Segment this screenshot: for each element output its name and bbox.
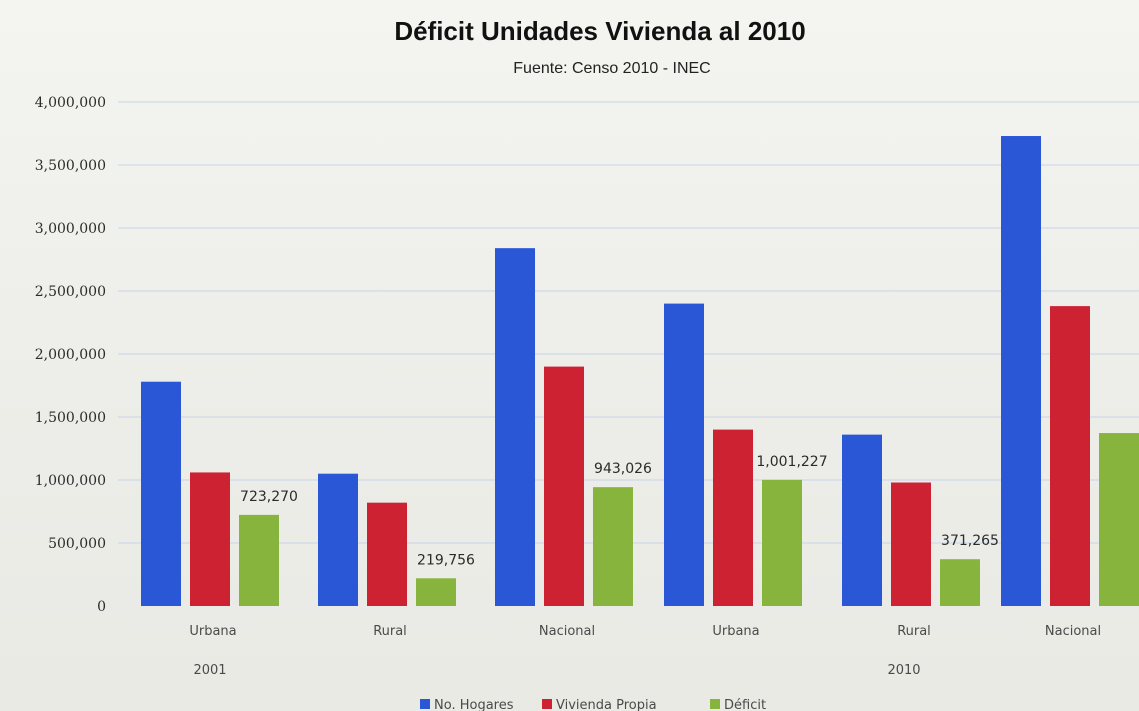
bar-no-hogares-5 (1001, 136, 1041, 606)
group-label-0: 2001 (193, 663, 226, 678)
y-tick-label-7: 3,500,000 (35, 158, 106, 174)
bar-no-hogares-2 (495, 248, 535, 606)
chart-title: Déficit Unidades Vivienda al 2010 (394, 16, 805, 46)
bars (141, 136, 1139, 606)
data-label-3: 1,001,227 (756, 454, 827, 470)
bar-vivienda-propia-0 (190, 472, 230, 606)
data-label-4: 371,265 (941, 533, 999, 549)
x-tick-label-5: Nacional (1045, 624, 1101, 639)
bar-d-ficit-4 (940, 559, 980, 606)
x-axis-group-labels: 2001 2010 (193, 663, 920, 678)
bar-d-ficit-1 (416, 578, 456, 606)
y-tick-label-5: 2,500,000 (35, 284, 106, 300)
x-tick-label-3: Urbana (712, 624, 759, 639)
bar-vivienda-propia-2 (544, 366, 584, 606)
data-label-5: 1,372,49 (1138, 407, 1139, 423)
legend-label-0: No. Hogares (434, 698, 514, 711)
bar-d-ficit-0 (239, 514, 279, 606)
bar-vivienda-propia-5 (1050, 306, 1090, 606)
data-label-0: 723,270 (240, 489, 298, 505)
x-tick-label-2: Nacional (539, 624, 595, 639)
bar-vivienda-propia-4 (891, 482, 931, 606)
bar-no-hogares-1 (318, 473, 358, 606)
y-tick-label-1: 500,000 (48, 536, 106, 552)
y-tick-label-8: 4,000,000 (35, 95, 106, 111)
chart-subtitle: Fuente: Censo 2010 - INEC (513, 60, 710, 77)
y-tick-label-3: 1,500,000 (35, 410, 106, 426)
x-axis-tick-labels: Urbana Rural Nacional Urbana Rural Nacional (189, 624, 1101, 639)
bar-vivienda-propia-3 (713, 429, 753, 606)
bar-vivienda-propia-1 (367, 502, 407, 606)
x-tick-label-0: Urbana (189, 624, 236, 639)
legend-label-1: Vivienda Propia (556, 698, 657, 711)
legend: No. Hogares Vivienda Propia Déficit (420, 698, 766, 711)
y-tick-label-0: 0 (97, 599, 106, 615)
bar-d-ficit-2 (593, 487, 633, 606)
y-tick-label-4: 2,000,000 (35, 347, 106, 363)
bar-no-hogares-0 (141, 381, 181, 606)
legend-label-2: Déficit (724, 698, 766, 711)
y-axis-tick-labels: 0 500,000 1,000,000 1,500,000 2,000,000 2,500… (35, 95, 106, 615)
data-label-1: 219,756 (417, 552, 475, 568)
bar-d-ficit-3 (762, 479, 802, 606)
bar-no-hogares-4 (842, 434, 882, 606)
y-tick-label-2: 1,000,000 (35, 473, 106, 489)
data-labels: 723,270 219,756 943,026 1,001,227 371,265 1,3… (240, 407, 1139, 568)
legend-swatch-1 (542, 699, 552, 709)
data-label-2: 943,026 (594, 461, 652, 477)
gridlines (118, 101, 1139, 544)
group-label-1: 2010 (887, 663, 920, 678)
legend-swatch-2 (710, 699, 720, 709)
y-tick-label-6: 3,000,000 (35, 221, 106, 237)
legend-swatch-0 (420, 699, 430, 709)
x-tick-label-4: Rural (897, 624, 931, 639)
bar-no-hogares-3 (664, 303, 704, 606)
bar-d-ficit-5 (1099, 433, 1139, 606)
x-tick-label-1: Rural (373, 624, 407, 639)
